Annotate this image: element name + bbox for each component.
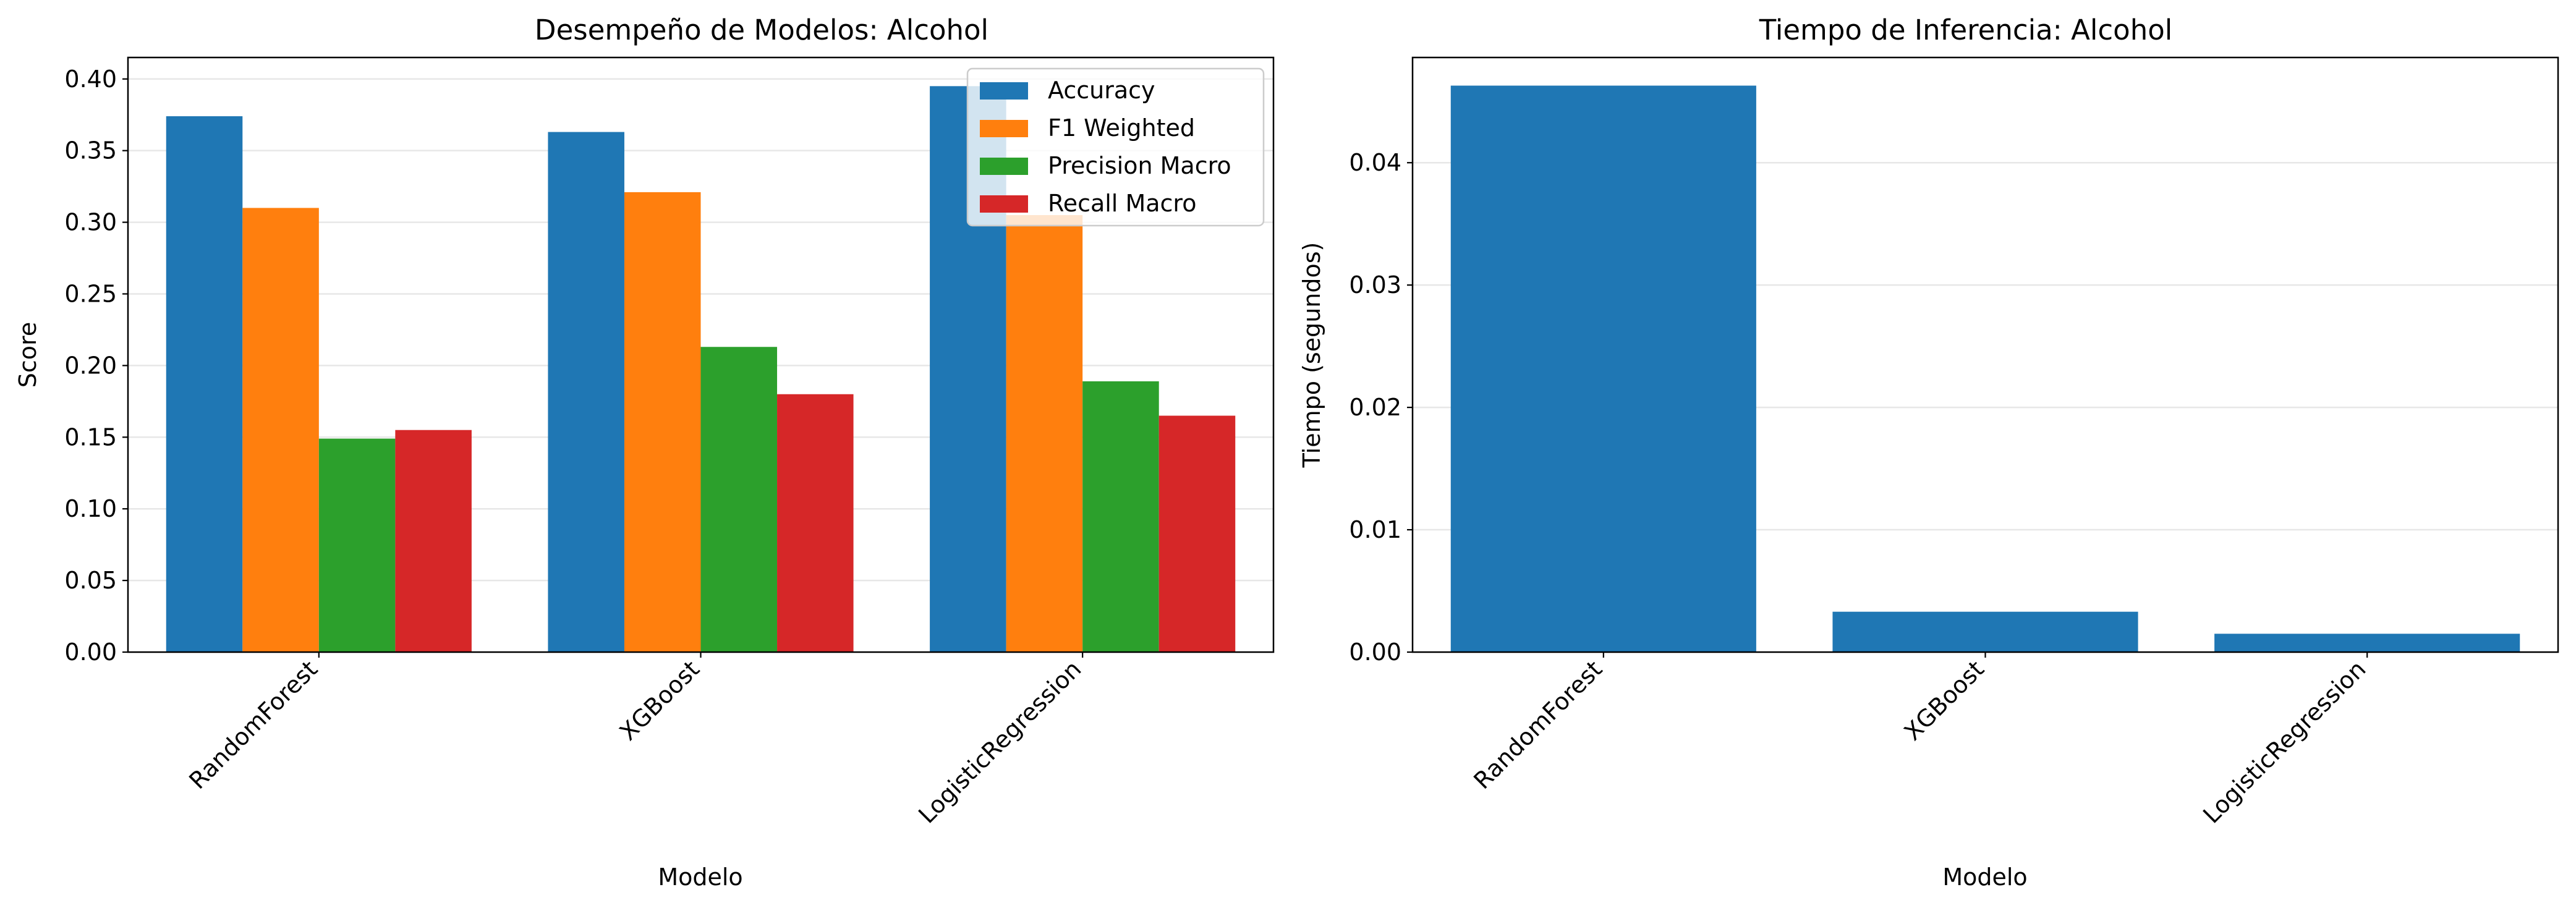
bar-f1-weighted-xgboost — [624, 192, 701, 652]
y-tick-label: 0.02 — [1349, 394, 1401, 421]
bar-f1-weighted-logisticregression — [1006, 214, 1083, 653]
bar-logisticregression — [2214, 634, 2520, 652]
legend-label: Precision Macro — [1048, 152, 1231, 179]
legend-label: F1 Weighted — [1048, 114, 1195, 142]
x-axis-label: Modelo — [1942, 863, 2027, 891]
y-tick-label: 0.10 — [64, 495, 117, 522]
bar-precision-macro-logisticregression — [1082, 381, 1159, 652]
y-tick-label: 0.01 — [1349, 516, 1401, 543]
bar-recall-macro-xgboost — [777, 394, 854, 652]
legend-label: Recall Macro — [1048, 190, 1196, 217]
x-ticks: RandomForest XGBoost LogisticRegression — [1468, 652, 2371, 829]
x-tick-label: LogisticRegression — [2198, 655, 2371, 828]
bar-group — [166, 86, 1236, 653]
chart-title: Tiempo de Inferencia: Alcohol — [1759, 14, 2173, 46]
chart-title: Desempeño de Modelos: Alcohol — [535, 14, 988, 46]
y-tick-label: 0.04 — [1349, 149, 1401, 176]
performance-chart: Desempeño de Modelos: Alcohol 0.000.050.… — [14, 14, 1275, 891]
y-tick-label: 0.25 — [64, 280, 117, 307]
legend-swatch — [980, 120, 1028, 137]
y-axis-label: Tiempo (segundos) — [1298, 242, 1325, 469]
y-tick-label: 0.40 — [64, 66, 117, 93]
legend: Accuracy F1 Weighted Precision Macro Recall… — [966, 67, 1265, 227]
x-tick-label: XGBoost — [614, 655, 705, 745]
y-tick-label: 0.05 — [64, 567, 117, 594]
bar-recall-macro-logisticregression — [1158, 415, 1236, 652]
bar-precision-macro-randomforest — [318, 438, 396, 652]
y-tick-label: 0.15 — [64, 423, 117, 451]
bar-f1-weighted-randomforest — [242, 208, 319, 652]
y-axis-label: Score — [14, 322, 41, 388]
bar-xgboost — [1832, 611, 2138, 652]
x-tick-label: LogisticRegression — [913, 655, 1086, 828]
legend-swatch — [980, 82, 1028, 100]
y-ticks: 0.00 0.05 0.10 0.15 0.20 0.25 0.30 0.35 0.40 — [64, 66, 128, 666]
legend-swatch — [980, 158, 1028, 175]
bar-accuracy-randomforest — [166, 116, 243, 653]
y-tick-label: 0.35 — [64, 137, 117, 164]
bar-randomforest — [1450, 85, 1756, 653]
x-tick-label: RandomForest — [1468, 655, 1607, 794]
y-tick-label: 0.20 — [64, 352, 117, 379]
x-tick-label: XGBoost — [1899, 655, 1989, 745]
legend-swatch — [980, 195, 1028, 213]
y-tick-label: 0.03 — [1349, 271, 1401, 299]
y-ticks: 0.00 0.01 0.02 0.03 0.04 — [1349, 149, 1413, 666]
legend-label: Accuracy — [1048, 77, 1155, 104]
bar-recall-macro-randomforest — [395, 430, 472, 652]
legend-box — [966, 67, 1265, 227]
y-tick-label: 0.00 — [64, 639, 117, 666]
inference-time-chart: Tiempo de Inferencia: Alcohol 0.000.010.… — [1298, 14, 2559, 891]
bar-group — [1450, 85, 2520, 653]
x-axis-label: Modelo — [658, 863, 742, 891]
x-ticks: RandomForest XGBoost LogisticRegression — [184, 652, 1087, 829]
y-tick-label: 0.30 — [64, 209, 117, 236]
x-tick-label: RandomForest — [184, 655, 323, 794]
bar-precision-macro-xgboost — [700, 347, 778, 652]
y-tick-label: 0.00 — [1349, 639, 1401, 666]
bar-accuracy-xgboost — [548, 132, 624, 652]
